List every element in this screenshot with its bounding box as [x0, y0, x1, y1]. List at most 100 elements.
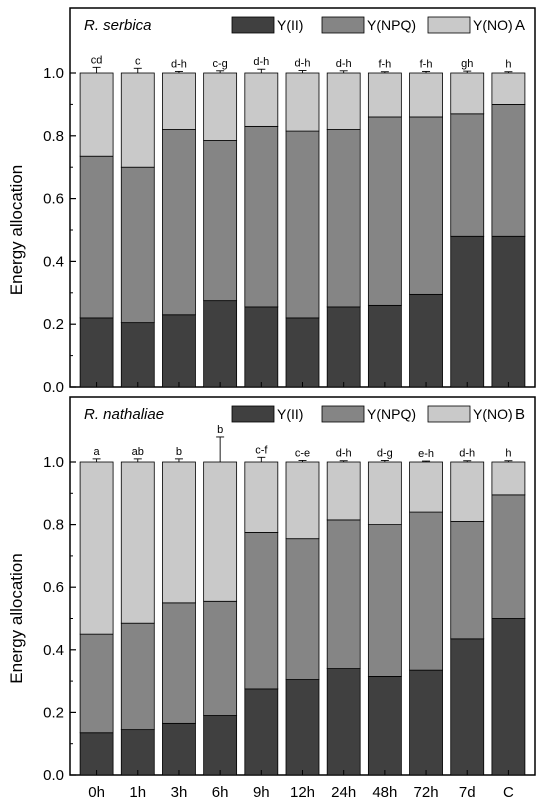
bar-segment [285, 679, 320, 776]
significance-label: c [135, 55, 141, 67]
legend-swatch [321, 405, 365, 423]
bar-segment [244, 125, 279, 308]
significance-label: d-h [295, 57, 311, 69]
bar-segment [203, 715, 238, 776]
bar-segment [409, 72, 443, 118]
significance-label: a [94, 446, 101, 458]
significance-label: f-h [378, 59, 391, 71]
bar-segment [450, 72, 485, 115]
bar-segment [120, 322, 155, 388]
y-tick-label: 0.2 [43, 704, 64, 721]
significance-label: d-h [171, 58, 187, 70]
bar-segment [244, 461, 279, 533]
significance-label: b [217, 424, 223, 436]
y-tick-label: 1.0 [43, 65, 64, 82]
legend-swatch [231, 405, 275, 423]
significance-label: d-h [459, 448, 475, 460]
y-tick-label: 0.6 [43, 191, 64, 208]
bar-segment [120, 729, 155, 776]
bar-segment [491, 461, 526, 496]
bar-segment [203, 300, 238, 388]
x-category-label: 7d [459, 784, 476, 801]
legend-label: Y(II) [277, 406, 303, 422]
y-tick-label: 0.0 [43, 379, 64, 396]
bar-segment [367, 461, 402, 525]
bar-segment [450, 461, 485, 522]
bar-segment [326, 668, 361, 776]
bar-segment [203, 461, 238, 602]
significance-label: c-f [255, 444, 268, 456]
legend-label: Y(NPQ) [367, 17, 416, 33]
bar-segment [491, 618, 526, 776]
significance-label: f-h [420, 58, 433, 70]
x-category-label: C [503, 784, 514, 801]
y-tick-label: 0.8 [43, 517, 64, 534]
bar-segment [162, 461, 196, 604]
y-tick-label: 0.2 [43, 316, 64, 333]
bar-segment [120, 461, 155, 624]
x-category-label: 1h [129, 784, 146, 801]
bar-segment [162, 72, 196, 130]
legend-label: Y(NPQ) [367, 406, 416, 422]
bar-segment [285, 72, 320, 132]
significance-label: e-h [418, 448, 434, 460]
bar-segment [491, 235, 526, 388]
y-tick-label: 0.4 [43, 642, 64, 659]
bar-segment [367, 524, 402, 677]
bar-segment [491, 72, 526, 105]
legend-swatch [231, 16, 275, 34]
y-axis-title: Energy allocation [7, 165, 26, 295]
bar-segment [162, 129, 196, 316]
bar-segment [79, 72, 114, 157]
bar-segment [244, 306, 279, 388]
bar-segment [367, 116, 402, 306]
bar-segment [203, 600, 238, 716]
bar-segment [162, 722, 196, 776]
x-category-label: 72h [414, 784, 439, 801]
bar-segment [203, 72, 238, 141]
bar-segment [326, 306, 361, 388]
legend-label: Y(NO) [473, 17, 513, 33]
bar-segment [326, 519, 361, 669]
significance-label: gh [461, 58, 473, 70]
significance-label: h [505, 448, 511, 460]
bar-segment [450, 113, 485, 237]
bar-segment [326, 72, 361, 130]
bar-segment [367, 676, 402, 776]
significance-label: d-h [336, 58, 352, 70]
panel-b: 0.0 0.2 0.4 0.6 0.8 1.0 Energy allocation R. na… [7, 396, 536, 801]
panel-letter: A [515, 17, 525, 34]
bar-segment [79, 155, 114, 319]
y-tick-label: 0.0 [43, 767, 64, 784]
bar-segment [120, 72, 155, 168]
bar-segment [491, 104, 526, 237]
bar-segment [120, 166, 155, 324]
bar-segment [409, 511, 443, 671]
bar-segment [244, 72, 279, 127]
bar-segment [491, 494, 526, 619]
significance-label: c-g [212, 58, 227, 70]
bar-segment [326, 461, 361, 521]
bar-segment [450, 521, 485, 640]
bar-segment [244, 532, 279, 690]
bar-segment [79, 317, 114, 388]
y-axis-title: Energy allocation [7, 553, 26, 683]
legend-swatch [427, 405, 471, 423]
legend-swatch [427, 16, 471, 34]
significance-label: h [505, 59, 511, 71]
x-category-label: 9h [253, 784, 270, 801]
bar-segment [244, 688, 279, 776]
bar-segment [285, 130, 320, 319]
significance-label: b [176, 446, 182, 458]
panel-title: R. nathaliae [84, 406, 164, 423]
bar-segment [409, 669, 443, 776]
bar-segment [367, 72, 402, 118]
x-category-label: 6h [212, 784, 229, 801]
significance-label: d-h [253, 56, 269, 68]
bar-segment [203, 140, 238, 302]
bar-segment [79, 732, 114, 776]
bar-segment [367, 304, 402, 388]
bar-segment [409, 116, 443, 295]
bar-segment [450, 235, 485, 388]
